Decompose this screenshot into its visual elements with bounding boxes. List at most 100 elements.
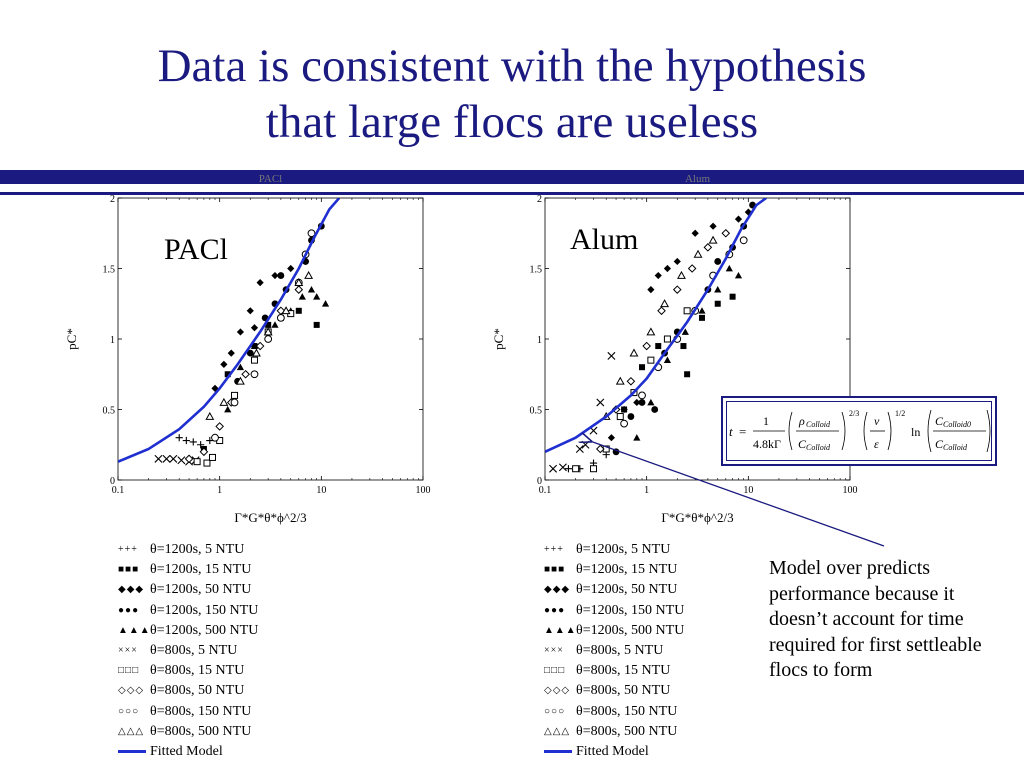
alum-point-square	[655, 343, 662, 350]
pacl-point-square	[224, 371, 231, 378]
pacl-legend-item: ◇◇◇ θ=800s, 50 NTU	[118, 681, 258, 701]
pacl-point-x	[169, 454, 178, 463]
alum-y-tick-label: 0.5	[530, 406, 543, 417]
alum-legend-marker: ◇◇◇	[544, 685, 571, 697]
formula-exp-half: 1/2	[895, 409, 905, 418]
pacl-legend-label: θ=1200s, 15 NTU	[150, 562, 252, 578]
alum-point-diamond	[709, 222, 717, 230]
alum-legend-label: θ=800s, 150 NTU	[576, 703, 678, 719]
pacl-point-diamond	[250, 324, 259, 332]
alum-point-plus	[564, 465, 573, 473]
alum-point-diamond	[691, 229, 699, 237]
pacl-point-opencircle	[230, 398, 239, 407]
alum-point-opentriangle	[646, 327, 656, 336]
pacl-point-diamond	[287, 264, 295, 273]
pacl-legend-marker: ■■■	[118, 564, 140, 576]
alum-point-diamond	[607, 434, 616, 442]
alum-point-opensquare	[663, 335, 671, 343]
alum-point-triangle	[663, 356, 672, 364]
alum-legend-item: △△△ θ=800s, 500 NTU	[544, 722, 684, 742]
pacl-point-plus	[206, 436, 214, 445]
alum-legend-marker: ●●●	[544, 604, 566, 616]
pacl-legend-marker: ×××	[118, 644, 138, 656]
pacl-point-opentriangle	[304, 270, 314, 279]
pacl-legend-label: Fitted Model	[150, 743, 223, 759]
alum-legend-label: θ=1200s, 15 NTU	[576, 562, 678, 578]
formula-nu: ν	[874, 414, 880, 428]
pacl-legend-marker: ○○○	[118, 705, 140, 717]
pacl-point-plus	[175, 434, 183, 442]
alum-point-triangle	[633, 434, 641, 441]
alum-point-opencircle	[739, 236, 748, 245]
alum-point-opencircle	[620, 419, 629, 428]
pacl-point-opendiamond	[199, 447, 209, 457]
alum-legend-item: ◆◆◆ θ=1200s, 50 NTU	[544, 580, 684, 600]
alum-legend-label: θ=1200s, 500 NTU	[576, 622, 685, 638]
alum-point-triangle	[725, 264, 733, 272]
pacl-legend-item: ××× θ=800s, 5 NTU	[118, 641, 258, 661]
pacl-y-tick-label: 0.5	[103, 406, 116, 417]
alum-point-square	[684, 371, 691, 378]
alum-legend-label: θ=800s, 500 NTU	[576, 723, 678, 739]
pacl-point-opendiamond	[184, 454, 194, 464]
alum-faint-title: Alum	[685, 173, 711, 185]
alum-point-triangle	[734, 271, 743, 279]
pacl-legend-item: □□□ θ=800s, 15 NTU	[118, 661, 258, 681]
alum-point-opensquare	[683, 307, 691, 315]
alum-legend-label: θ=1200s, 5 NTU	[576, 542, 671, 557]
pacl-y-tick-label: 2	[110, 194, 115, 205]
alum-point-circle	[714, 258, 722, 265]
formula-c-initial: C	[935, 414, 944, 428]
alum-point-opendiamond	[626, 376, 636, 386]
alum-point-x	[549, 464, 558, 473]
slide-title-line-1: Data is consistent with the hypothesis	[157, 40, 867, 92]
alum-point-opensquare	[572, 465, 580, 473]
formula-t: t	[729, 424, 733, 439]
pacl-point-opensquare	[231, 391, 239, 399]
formula-one: 1	[763, 414, 769, 428]
pacl-point-opendiamond	[255, 341, 265, 351]
alum-point-opendiamond	[721, 228, 731, 238]
formula-c-sub: Colloid	[806, 443, 831, 452]
alum-legend-label: θ=800s, 15 NTU	[576, 663, 671, 679]
pacl-point-triangle	[313, 293, 321, 300]
alum-point-x	[575, 444, 584, 453]
pacl-point-diamond	[227, 349, 235, 357]
alum-legend-marker: ▲▲▲	[544, 624, 577, 636]
pacl-x-tick-label: 0.1	[112, 485, 125, 496]
alum-legend-label: θ=800s, 5 NTU	[576, 642, 664, 658]
alum-x-tick-label: 10	[743, 485, 753, 496]
alum-point-opentriangle	[677, 270, 686, 279]
pacl-x-tick-label: 100	[416, 485, 431, 496]
pacl-point-circle	[246, 349, 254, 357]
alum-point-opensquare	[616, 413, 624, 421]
pacl-legend-label: θ=1200s, 500 NTU	[150, 622, 259, 638]
model-formula: t = 1 4.8kΓ ρ Colloid C Colloid 2/3 ν ε …	[729, 409, 991, 453]
pacl-legend-label: θ=800s, 5 NTU	[150, 642, 238, 658]
formula-ln: ln	[911, 425, 920, 439]
alum-legend-item: +++ θ=1200s, 5 NTU	[544, 540, 684, 560]
pacl-legend-marker: ◆◆◆	[118, 584, 145, 596]
pacl-legend-item: ○○○ θ=800s, 150 NTU	[118, 702, 258, 722]
pacl-legend-label: θ=800s, 500 NTU	[150, 723, 252, 739]
alum-point-diamond	[734, 215, 743, 223]
alum-point-opendiamond	[687, 264, 697, 273]
alum-point-diamond	[673, 257, 681, 266]
alum-y-tick-label: 2	[537, 194, 542, 205]
alum-point-square	[680, 343, 687, 350]
pacl-point-triangle	[321, 300, 330, 307]
pacl-point-triangle	[298, 293, 306, 300]
alum-x-axis-label: Γ*G*θ*ϕ^2/3	[661, 510, 733, 525]
pacl-point-x	[162, 454, 171, 463]
pacl-chart-label: PACl	[164, 233, 228, 266]
pacl-point-x	[154, 454, 163, 463]
pacl-y-axis-label: pC*	[64, 328, 79, 350]
formula-c-final: C	[935, 437, 944, 451]
pacl-y-tick-label: 1.5	[103, 265, 116, 276]
pacl-point-opentriangle	[205, 411, 215, 420]
pacl-legend-label: θ=800s, 15 NTU	[150, 663, 245, 679]
pacl-point-triangle	[250, 342, 259, 349]
alum-chart-label: Alum	[570, 223, 638, 256]
pacl-point-diamond	[256, 279, 264, 287]
pacl-point-opencircle	[307, 229, 316, 238]
